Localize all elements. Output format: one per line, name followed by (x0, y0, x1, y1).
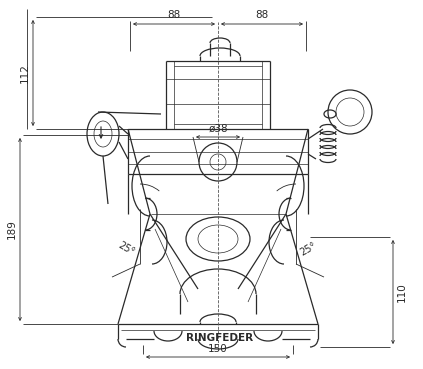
Text: 112: 112 (19, 63, 30, 83)
Text: 25°: 25° (298, 240, 318, 258)
Text: 88: 88 (255, 10, 269, 21)
Text: 150: 150 (208, 344, 228, 354)
Text: 25°: 25° (116, 240, 136, 258)
Text: ø38: ø38 (208, 124, 228, 134)
Text: RINGFEDER: RINGFEDER (187, 333, 253, 343)
Text: 110: 110 (396, 282, 407, 302)
Text: 88: 88 (168, 10, 181, 21)
Text: 189: 189 (6, 220, 16, 239)
